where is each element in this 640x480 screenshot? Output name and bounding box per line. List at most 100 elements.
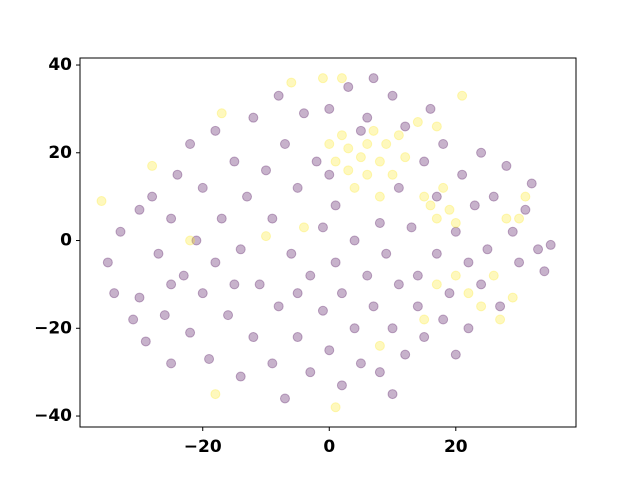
point [267,213,278,224]
point [488,270,499,281]
point [115,226,126,237]
point [374,340,385,351]
point [520,191,531,202]
point [406,222,417,233]
point [324,169,335,180]
point [191,235,202,246]
point [476,279,487,290]
point [292,332,303,343]
point [261,231,271,242]
point [305,270,316,281]
point [425,103,436,114]
point [393,130,404,141]
point [330,257,341,268]
point [412,301,423,312]
point [317,222,328,233]
point [501,213,512,224]
point [317,305,328,316]
y-tick-label: 0 [60,231,72,251]
point [102,257,113,268]
point [216,108,227,119]
point [476,147,487,158]
point [324,103,335,114]
point [374,156,385,167]
point [431,213,442,224]
point [463,323,474,334]
point [381,138,392,149]
point [147,160,158,171]
point [172,169,183,180]
point [349,182,360,193]
point [153,248,164,259]
point [216,213,227,224]
point [438,138,449,149]
point [431,191,442,202]
point [431,279,442,290]
point [457,90,468,101]
point [336,130,347,141]
point [311,156,322,167]
point [355,125,366,136]
point [450,226,461,237]
point [166,279,177,290]
x-tick-label: 0 [323,437,335,457]
point [96,196,107,207]
point [412,270,423,281]
point [545,239,556,250]
point [197,182,208,193]
point [248,332,259,343]
point [362,138,373,149]
x-tick-label: 20 [444,437,468,457]
point [368,125,379,136]
point [431,121,442,132]
point [159,310,170,321]
point [476,301,487,312]
point [197,288,208,299]
point [254,279,265,290]
point [438,182,449,193]
point [419,332,430,343]
point [488,191,499,202]
point [317,73,328,84]
point [242,191,253,202]
point [457,169,468,180]
point [450,349,461,360]
point [368,301,379,312]
point [166,213,177,224]
point [355,358,366,369]
point [444,204,455,215]
point [393,182,404,193]
point [229,156,240,167]
point [235,371,246,382]
point [362,169,373,180]
point [393,279,404,290]
point [514,257,525,268]
point [374,191,385,202]
point [140,336,151,347]
point [204,353,215,364]
point [444,288,455,299]
point [223,310,234,321]
point [210,125,221,136]
point [425,200,436,211]
point [374,367,385,378]
point [349,235,360,246]
point [134,204,145,215]
point [495,314,506,325]
point [343,81,354,92]
point [109,288,120,299]
point [330,402,341,413]
point [419,156,430,167]
point [298,222,309,233]
point [438,314,449,325]
point [279,393,290,404]
point [539,266,550,277]
point [292,288,303,299]
point [330,156,341,167]
point [507,226,518,237]
point [235,244,246,255]
point [267,358,278,369]
point [305,367,316,378]
point [210,257,221,268]
